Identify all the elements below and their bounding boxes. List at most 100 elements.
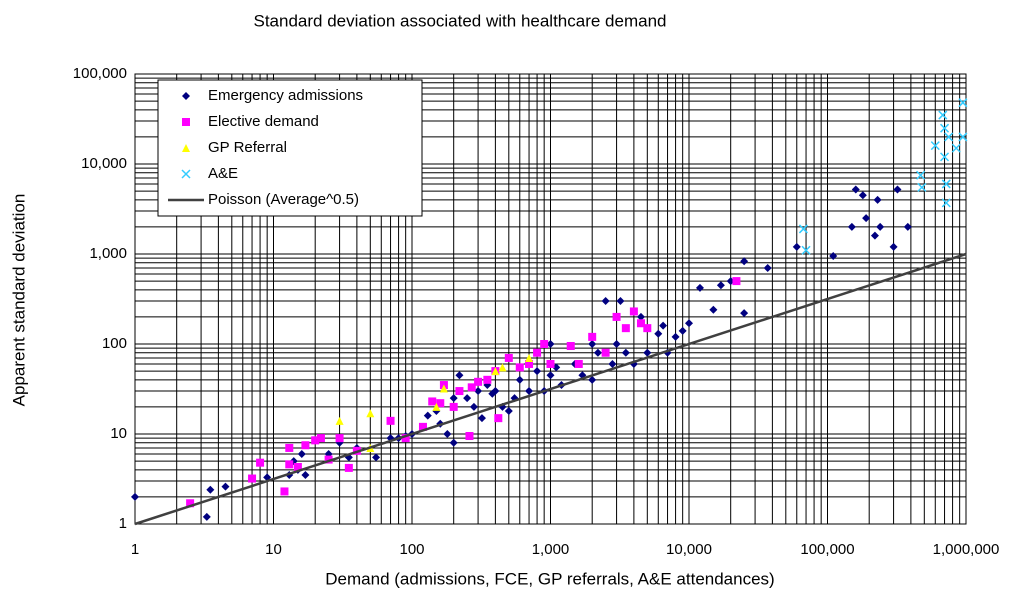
point: [455, 371, 464, 380]
point: [491, 387, 500, 396]
point: [525, 387, 534, 396]
point: [186, 499, 195, 508]
point: [467, 383, 476, 392]
point: [716, 281, 725, 290]
point: [566, 342, 575, 351]
point: [256, 458, 265, 467]
point: [463, 394, 472, 403]
legend-label: Emergency admissions: [208, 87, 363, 104]
point: [372, 453, 381, 462]
x-tick-label: 10,000: [666, 541, 712, 558]
point: [958, 98, 968, 108]
x-tick-label: 1,000: [532, 541, 570, 558]
point: [917, 182, 927, 192]
point: [525, 359, 534, 368]
point: [601, 297, 610, 306]
legend-marker: [182, 144, 190, 152]
point: [944, 132, 954, 142]
point: [469, 402, 478, 411]
point: [401, 434, 410, 443]
point: [344, 463, 353, 472]
point: [862, 214, 871, 223]
point: [792, 242, 801, 251]
point: [280, 487, 289, 496]
point: [221, 482, 230, 491]
point: [455, 387, 464, 396]
point: [131, 492, 139, 501]
point: [533, 367, 542, 376]
point: [366, 409, 375, 418]
point: [498, 363, 507, 372]
point: [851, 185, 860, 194]
point: [335, 416, 344, 425]
point: [763, 263, 772, 272]
point: [940, 123, 950, 133]
point: [449, 402, 458, 411]
point: [601, 348, 610, 357]
legend-marker: [182, 92, 190, 100]
point: [593, 348, 602, 357]
x-tick-label: 1: [131, 541, 139, 558]
point: [285, 460, 294, 469]
point: [465, 432, 474, 441]
point: [685, 319, 693, 328]
x-tick-label: 100,000: [800, 541, 854, 558]
point: [386, 416, 395, 425]
point: [654, 329, 663, 338]
point: [612, 340, 621, 348]
point: [477, 414, 486, 423]
point: [695, 283, 704, 292]
point: [870, 231, 879, 240]
point: [903, 222, 912, 231]
point: [659, 321, 668, 330]
legend-label: GP Referral: [208, 139, 287, 156]
point: [491, 367, 500, 376]
point: [533, 348, 542, 357]
legend-marker: [182, 118, 190, 126]
y-tick-label: 10,000: [81, 155, 127, 172]
point: [324, 455, 333, 464]
point: [285, 443, 294, 452]
point: [678, 326, 687, 335]
point: [335, 434, 344, 443]
point: [546, 340, 555, 348]
point: [621, 324, 630, 333]
y-tick-label: 100: [102, 335, 127, 352]
point: [893, 185, 902, 194]
legend-label: A&E: [208, 165, 238, 182]
y-axis-label: Apparent standard deviation: [9, 194, 28, 407]
point: [418, 422, 427, 431]
point: [449, 394, 458, 403]
point: [732, 277, 741, 286]
point: [958, 132, 968, 142]
point: [847, 222, 856, 231]
plot-border: [134, 73, 967, 525]
point: [643, 324, 652, 333]
point: [483, 375, 492, 384]
point: [439, 384, 448, 393]
point: [316, 434, 325, 443]
y-tick-label: 1,000: [89, 245, 127, 262]
point: [301, 471, 310, 480]
point: [515, 375, 524, 384]
legend-box: [157, 79, 423, 217]
legend: Emergency admissions Elective demand GP Re…: [157, 79, 423, 217]
point: [951, 143, 961, 153]
x-tick-label: 100: [399, 541, 424, 558]
point: [608, 359, 617, 368]
point: [474, 387, 483, 396]
point: [930, 141, 940, 151]
point: [876, 222, 885, 231]
point: [941, 179, 951, 189]
point: [829, 252, 838, 261]
y-tick-label: 10: [110, 425, 127, 442]
point: [206, 485, 215, 494]
point: [301, 441, 310, 450]
point: [636, 319, 645, 328]
point: [546, 371, 555, 380]
y-tick-label: 1: [119, 515, 127, 532]
point: [540, 340, 549, 348]
point: [938, 110, 948, 120]
point: [636, 312, 645, 321]
